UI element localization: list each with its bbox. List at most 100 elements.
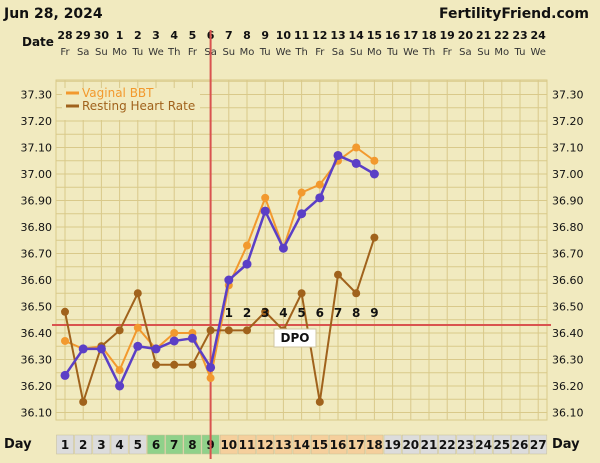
day-label: 26 — [512, 438, 529, 452]
day-cell — [56, 434, 74, 455]
day-cell — [347, 434, 366, 455]
weekday-label: Su — [222, 47, 235, 58]
day-cell — [128, 434, 147, 455]
date-label: 30 — [94, 29, 110, 42]
weekday-label: Fr — [443, 47, 453, 58]
y-tick-label-left: 36.60 — [21, 274, 53, 287]
date-label: 22 — [494, 29, 509, 42]
series-layer — [60, 143, 379, 406]
y-tick-label-left: 36.40 — [21, 327, 53, 340]
day-cell — [511, 434, 529, 455]
day-cell — [383, 434, 402, 455]
weekday-label: Su — [95, 47, 108, 58]
date-label: 9 — [261, 29, 269, 42]
day-label: 16 — [330, 438, 347, 452]
dpo-label: DPO — [281, 331, 310, 345]
day-label: 8 — [188, 438, 196, 452]
point-resting-heart-rate — [224, 326, 233, 335]
point-vaginal-bbt — [297, 188, 306, 197]
point-temperature — [206, 362, 216, 372]
point-resting-heart-rate — [261, 307, 270, 316]
point-temperature — [78, 344, 88, 354]
y-tick-label-right: 36.70 — [552, 248, 584, 261]
series-line-temperature — [63, 153, 376, 389]
date-label: 7 — [225, 29, 233, 42]
point-resting-heart-rate — [152, 360, 160, 369]
date-label: 28 — [57, 29, 72, 42]
date-label: 24 — [531, 29, 547, 42]
date-label: 19 — [440, 29, 455, 42]
y-tick-label-right: 36.80 — [552, 221, 584, 234]
date-label: 29 — [76, 29, 91, 42]
date-label: 23 — [512, 29, 527, 42]
day-label: 14 — [293, 438, 310, 452]
point-vaginal-bbt — [133, 323, 142, 332]
day-cell — [256, 434, 275, 455]
day-cell — [92, 434, 111, 455]
date-label: 16 — [385, 29, 401, 42]
day-label: 22 — [439, 438, 456, 452]
date-label: 10 — [276, 29, 292, 42]
date-label: 21 — [476, 29, 491, 42]
y-tick-label-right: 36.50 — [552, 301, 584, 314]
day-cell — [456, 434, 475, 455]
dpo-number: 6 — [316, 306, 324, 320]
date-weekday-rows: 2829301234567891011121314151617181920212… — [57, 29, 546, 58]
weekday-label: Sa — [459, 47, 471, 58]
y-tick-label-left: 37.10 — [21, 142, 53, 155]
point-resting-heart-rate — [334, 270, 342, 279]
legend-box — [62, 88, 200, 120]
point-resting-heart-rate — [352, 289, 361, 298]
point-resting-heart-rate — [188, 360, 197, 369]
day-cell — [238, 434, 256, 455]
y-tick-label-left: 37.00 — [21, 168, 53, 181]
weekday-label: Fr — [315, 47, 325, 58]
point-resting-heart-rate — [206, 326, 215, 335]
point-resting-heart-rate — [370, 233, 379, 242]
date-label: 4 — [170, 29, 178, 42]
weekday-label: Th — [422, 47, 435, 58]
point-resting-heart-rate — [243, 326, 251, 335]
point-vaginal-bbt — [370, 156, 379, 165]
day-cell — [292, 434, 311, 455]
weekday-label: Tu — [514, 47, 526, 58]
dpo-number: 9 — [370, 306, 378, 320]
dpo-number: 3 — [261, 306, 269, 320]
point-vaginal-bbt — [261, 193, 270, 202]
weekday-label: We — [276, 47, 291, 58]
point-vaginal-bbt — [61, 336, 69, 345]
weekday-label: Tu — [131, 47, 143, 58]
day-label: 18 — [366, 438, 383, 452]
dpo-number: 1 — [225, 306, 233, 320]
day-cell — [74, 434, 93, 455]
day-label: 23 — [457, 438, 474, 452]
day-cell — [365, 434, 384, 455]
y-tick-label-left: 36.80 — [21, 221, 53, 234]
point-resting-heart-rate — [115, 326, 124, 335]
point-temperature — [224, 275, 234, 285]
y-tick-label-left: 36.10 — [21, 407, 53, 420]
date-label: 5 — [189, 29, 197, 42]
weekday-label: Sa — [332, 47, 344, 58]
y-tick-label-left: 36.90 — [21, 195, 53, 208]
point-resting-heart-rate — [170, 360, 179, 369]
day-label: 24 — [475, 438, 492, 452]
y-tick-label-right: 37.20 — [552, 115, 584, 128]
day-cell — [492, 434, 511, 455]
day-row-label-right: Day — [552, 437, 580, 452]
day-label: 19 — [384, 438, 401, 452]
weekday-label: Mo — [112, 47, 127, 58]
day-cell — [329, 434, 347, 455]
weekday-label: Th — [294, 47, 307, 58]
y-tick-label-right: 36.60 — [552, 274, 584, 287]
weekday-label: Mo — [494, 47, 509, 58]
point-vaginal-bbt — [315, 180, 324, 189]
date-label: 2 — [134, 29, 142, 42]
point-temperature — [297, 209, 307, 219]
day-label: 4 — [115, 438, 123, 452]
y-tick-label-right: 36.10 — [552, 407, 584, 420]
y-tick-label-right: 36.20 — [552, 380, 584, 393]
y-tick-label-right: 37.30 — [552, 89, 584, 102]
